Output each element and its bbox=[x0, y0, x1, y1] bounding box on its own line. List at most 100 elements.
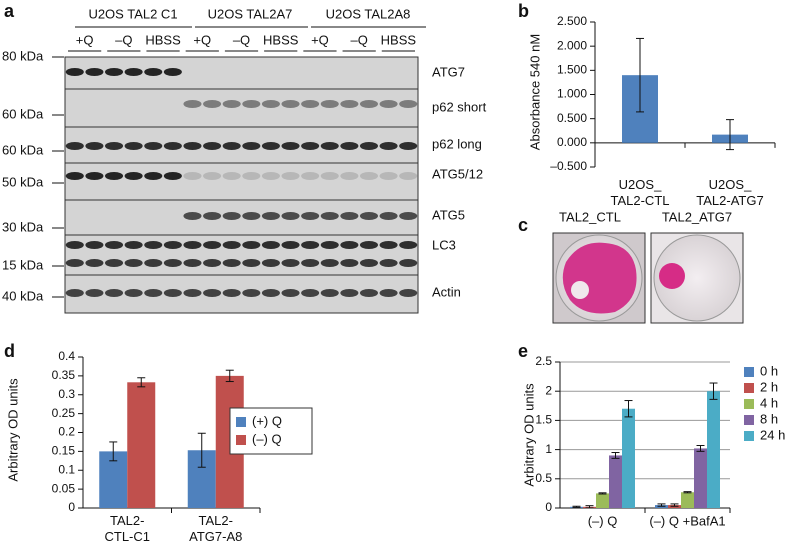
blot-band bbox=[105, 172, 124, 180]
y-axis-title: Arbitrary OD units bbox=[521, 383, 536, 487]
blot-band bbox=[399, 289, 418, 297]
y-tick-label: 0.3 bbox=[58, 387, 75, 401]
legend-swatch bbox=[744, 415, 754, 425]
error-bar bbox=[225, 369, 234, 383]
legend-box bbox=[229, 407, 313, 455]
y-tick-label: 1.5 bbox=[535, 413, 552, 427]
blot-band bbox=[379, 212, 398, 220]
blot-band bbox=[183, 172, 202, 180]
blot-band bbox=[222, 172, 241, 180]
lane-label: –Q bbox=[233, 32, 250, 47]
blot-band bbox=[379, 100, 398, 108]
lane-label: –Q bbox=[115, 32, 132, 47]
bar bbox=[622, 408, 635, 508]
x-tick-label: U2OS_ TAL2-ATG7 bbox=[696, 177, 763, 208]
legend-swatch bbox=[744, 431, 754, 441]
blot-band bbox=[65, 172, 84, 180]
y-tick-label: 0 bbox=[545, 500, 552, 514]
y-tick-label: 0.15 bbox=[52, 444, 76, 458]
y-axis-title: Arbitrary OD units bbox=[5, 378, 20, 482]
blot-band bbox=[281, 142, 300, 150]
blot-band bbox=[85, 241, 104, 249]
y-tick-label: 1.500 bbox=[557, 63, 587, 77]
blot-strip bbox=[64, 88, 419, 128]
error-bar bbox=[572, 505, 581, 508]
error-bar bbox=[585, 505, 594, 509]
error-bar bbox=[683, 491, 692, 494]
legend-swatch bbox=[744, 367, 754, 377]
legend-swatch bbox=[744, 399, 754, 409]
blot-band bbox=[242, 259, 261, 267]
blot-band bbox=[320, 241, 339, 249]
blot-band bbox=[242, 172, 261, 180]
blot-band bbox=[340, 289, 359, 297]
error-bar bbox=[137, 377, 146, 388]
blot-band bbox=[222, 241, 241, 249]
blot-band bbox=[144, 172, 163, 180]
protein-label: p62 short bbox=[432, 99, 487, 114]
blot-strip bbox=[64, 234, 419, 276]
blot-band bbox=[340, 241, 359, 249]
lane-label: +Q bbox=[193, 32, 211, 47]
y-tick-label: 0.500 bbox=[557, 111, 587, 125]
blot-band bbox=[85, 172, 104, 180]
blot-band bbox=[105, 259, 124, 267]
blot-band bbox=[359, 289, 378, 297]
marker-label: 30 kDa bbox=[2, 219, 44, 234]
bar bbox=[596, 493, 609, 508]
blot-band bbox=[261, 212, 280, 220]
blot-band bbox=[359, 142, 378, 150]
blot-band bbox=[144, 68, 163, 76]
blot-band bbox=[399, 172, 418, 180]
blot-band bbox=[261, 172, 280, 180]
blot-band bbox=[281, 100, 300, 108]
panel-label: a bbox=[4, 1, 15, 21]
y-tick-label: 0.2 bbox=[58, 425, 75, 439]
marker-label: 80 kDa bbox=[2, 48, 44, 63]
legend-label: 4 h bbox=[760, 395, 778, 410]
blot-band bbox=[203, 142, 222, 150]
blot-band bbox=[281, 289, 300, 297]
error-bar bbox=[670, 503, 679, 507]
plate bbox=[552, 232, 646, 324]
blot-band bbox=[105, 142, 124, 150]
blot-band bbox=[301, 259, 320, 267]
blot-band bbox=[85, 259, 104, 267]
marker-label: 60 kDa bbox=[2, 142, 44, 157]
blot-band bbox=[65, 241, 84, 249]
plate-title: TAL2_CTL bbox=[559, 209, 621, 224]
x-tick-label: U2OS_ TAL2-CTL bbox=[611, 177, 670, 208]
blot-band bbox=[261, 259, 280, 267]
plate bbox=[650, 232, 744, 324]
y-tick-label: 0.05 bbox=[52, 481, 76, 495]
blot-band bbox=[65, 289, 84, 297]
blot-band bbox=[65, 68, 84, 76]
legend-label: 8 h bbox=[760, 411, 778, 426]
blot-band bbox=[105, 289, 124, 297]
y-tick-label: 2.5 bbox=[535, 354, 552, 368]
blot-band bbox=[203, 259, 222, 267]
bar bbox=[609, 455, 622, 508]
y-axis-title: Absorbance 540 nM bbox=[527, 34, 542, 150]
blot-band bbox=[144, 241, 163, 249]
lane-label: HBSS bbox=[145, 32, 181, 47]
blot-band bbox=[359, 212, 378, 220]
blot-band bbox=[183, 142, 202, 150]
legend-label: (–) Q bbox=[252, 431, 282, 446]
y-tick-label: 0 bbox=[68, 500, 75, 514]
blot-band bbox=[85, 289, 104, 297]
blot-band bbox=[359, 259, 378, 267]
blot-band bbox=[320, 212, 339, 220]
blot-band bbox=[399, 142, 418, 150]
blot-band bbox=[379, 241, 398, 249]
blot-band bbox=[144, 259, 163, 267]
y-tick-label: 2 bbox=[545, 383, 552, 397]
blot-band bbox=[359, 100, 378, 108]
blot-band bbox=[242, 100, 261, 108]
blot-band bbox=[379, 172, 398, 180]
blot-band bbox=[281, 212, 300, 220]
protein-label: Actin bbox=[432, 284, 461, 299]
bar bbox=[694, 448, 707, 508]
blot-band bbox=[340, 212, 359, 220]
y-tick-label: 0.5 bbox=[535, 471, 552, 485]
